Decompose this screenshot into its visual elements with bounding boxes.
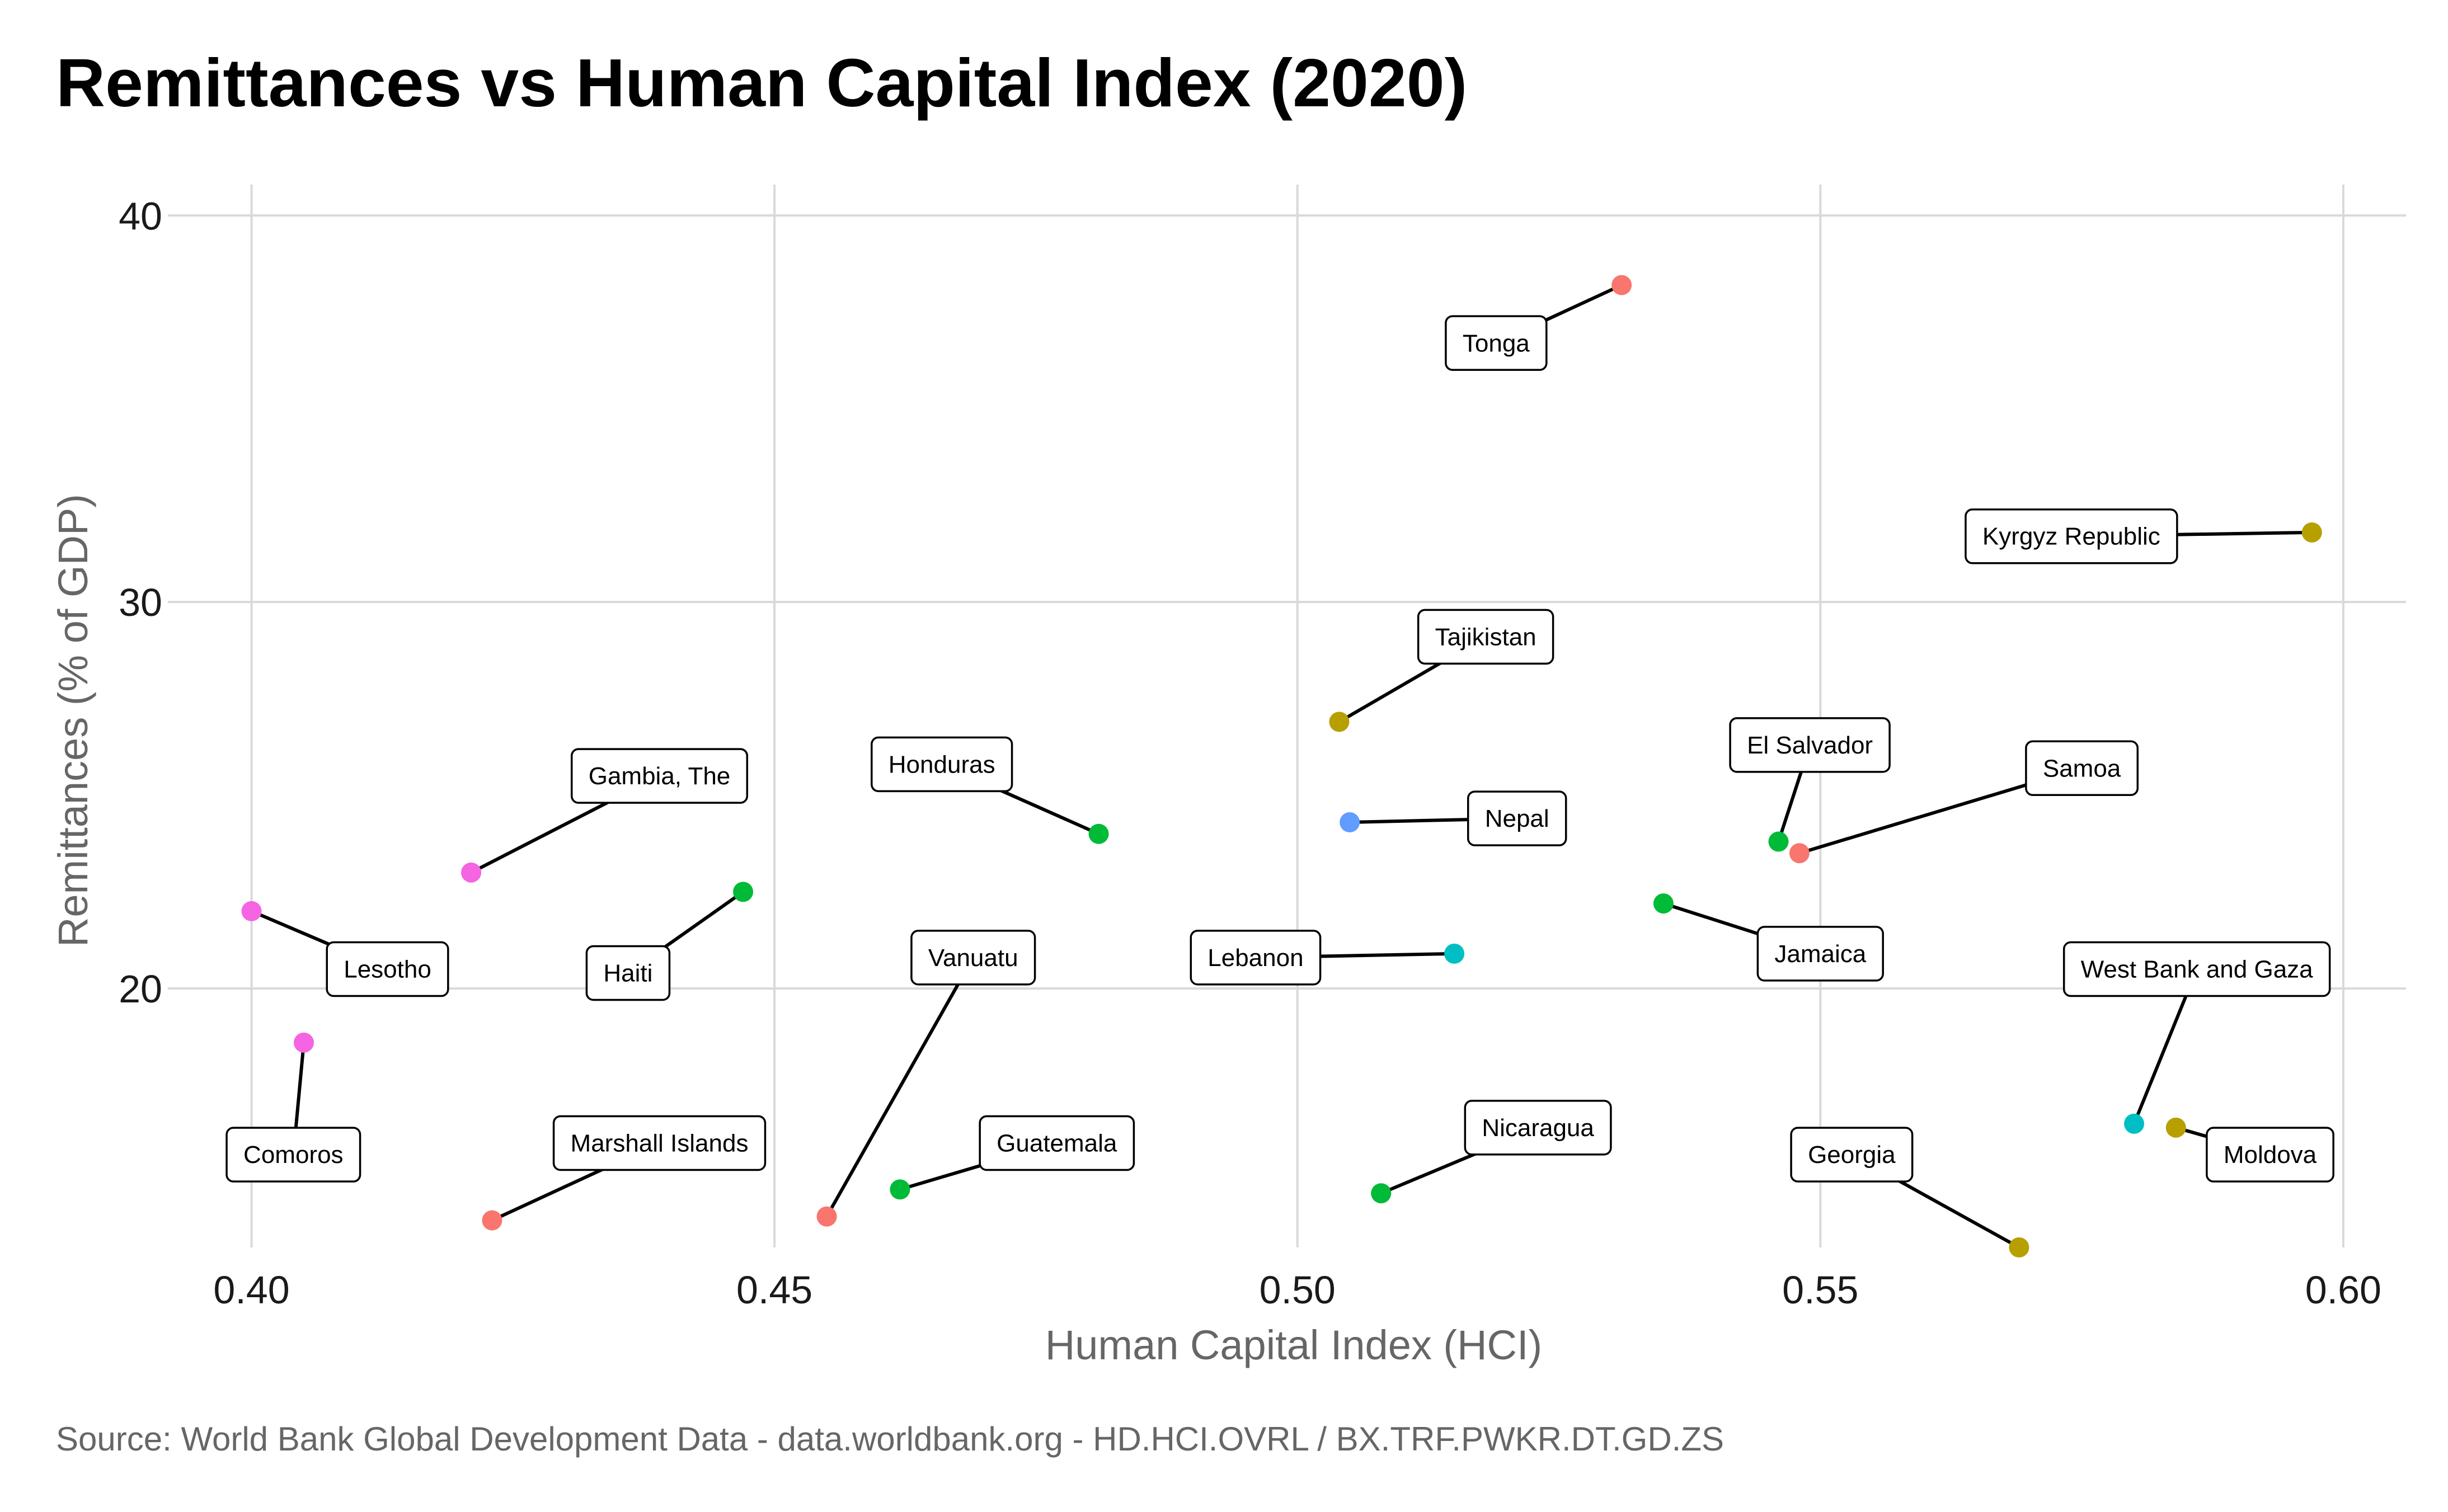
y-axis-label: Remittances (% of GDP) [50,494,96,947]
leader-line [825,957,975,1218]
gridlines [168,185,2406,1247]
point-label-text: Marshall Islands [571,1129,749,1157]
point-labels: Tonga Kyrgyz Republic Tajikistan El Salvado… [225,315,2334,1183]
data-point [461,862,482,883]
data-point [2165,1117,2186,1138]
point-label-box [1464,1100,1612,1156]
point-label-text: Nepal [1485,805,1549,832]
data-point [1789,843,1810,864]
point-label-text: El Salvador [1747,732,1873,759]
data-point [241,901,262,921]
point-label-text: Gambia, The [589,762,731,790]
point-label-text: Lebanon [1207,944,1303,972]
data-points [241,275,2322,1257]
point-label: El Salvador [1729,717,1891,773]
point-label-text: Lesotho [344,956,431,983]
data-point [1653,893,1674,914]
point-label: Guatemala [979,1115,1135,1171]
point-label: Nicaragua [1464,1100,1612,1156]
point-label: Honduras [871,736,1013,793]
point-label-text: Tonga [1463,329,1530,357]
point-label-box [1467,790,1567,846]
point-label-text: Nicaragua [1482,1114,1594,1142]
x-tick-label: 0.40 [213,1268,289,1312]
point-label: Jamaica [1756,926,1884,982]
x-tick-label: 0.60 [2305,1268,2381,1312]
point-label-text: Vanuatu [928,944,1018,972]
point-label: Haiti [585,945,671,1001]
data-point [1371,1183,1392,1204]
point-label-text: Tajikistan [1435,623,1537,651]
y-tick-label: 30 [119,581,162,624]
point-label-text: Moldova [2224,1141,2317,1169]
point-label-text: Honduras [889,751,995,778]
chart-title: Remittances vs Human Capital Index (2020… [56,45,1467,121]
point-label: Lesotho [326,941,449,997]
data-point [2301,522,2322,543]
point-label-box [1445,315,1548,371]
data-point [2124,1113,2145,1134]
point-label-box [2025,740,2139,797]
data-point [2009,1237,2029,1257]
data-point [1088,823,1109,844]
data-point [1611,275,1632,295]
point-label-text: Georgia [1808,1141,1896,1169]
point-label-text: Samoa [2043,755,2121,782]
point-label-box [585,945,671,1001]
point-label-box [2062,941,2331,997]
x-axis-label: Human Capital Index (HCI) [1045,1322,1542,1368]
point-label: Tajikistan [1417,609,1554,665]
point-label: Georgia [1790,1127,1914,1183]
point-label: West Bank and Gaza [2062,941,2331,997]
data-point [1768,831,1789,852]
point-label: Samoa [2025,740,2139,797]
x-tick-label: 0.55 [1782,1268,1858,1312]
data-point [1444,943,1465,964]
point-label-box [1417,609,1554,665]
point-label-box [225,1127,361,1183]
point-label: Gambia, The [570,748,749,804]
point-label: Tonga [1445,315,1548,371]
y-tick-label: 20 [119,967,162,1011]
point-label-box [326,941,449,997]
point-label: Marshall Islands [552,1115,767,1171]
point-label-box [570,748,749,804]
point-label-box [979,1115,1135,1171]
point-label-box [1965,508,2178,564]
point-label: Nepal [1467,790,1567,846]
point-label-box [871,736,1013,793]
point-label: Lebanon [1190,930,1322,986]
point-label-text: Kyrgyz Republic [1982,523,2160,550]
point-label-text: West Bank and Gaza [2081,956,2314,983]
point-label-text: Comoros [243,1141,344,1169]
data-point [890,1179,910,1200]
data-point [733,882,754,902]
x-tick-label: 0.45 [736,1268,812,1312]
label-leader-lines [251,283,2312,1249]
point-label-box [1190,930,1322,986]
point-label-text: Haiti [603,959,652,987]
data-point [816,1206,837,1227]
point-label: Kyrgyz Republic [1965,508,2178,564]
point-label: Vanuatu [910,930,1036,986]
data-point [482,1210,502,1231]
point-label-box [552,1115,767,1171]
point-label-box [1756,926,1884,982]
point-label-text: Jamaica [1774,940,1866,968]
point-label-box [2206,1127,2334,1183]
x-tick-label: 0.50 [1260,1268,1336,1312]
point-label-box [1729,717,1891,773]
point-label: Comoros [225,1127,361,1183]
axis-ticks: 0.40 0.45 0.50 0.55 0.60 20 30 40 [119,194,2381,1312]
y-tick-label: 40 [119,194,162,238]
data-point [1329,712,1350,732]
data-point [1340,812,1360,832]
point-label-box [1790,1127,1914,1183]
point-label-text: Guatemala [997,1129,1117,1157]
chart-caption: Source: World Bank Global Development Da… [56,1420,1724,1458]
point-label: Moldova [2206,1127,2334,1183]
data-point [293,1032,314,1053]
point-label-box [910,930,1036,986]
